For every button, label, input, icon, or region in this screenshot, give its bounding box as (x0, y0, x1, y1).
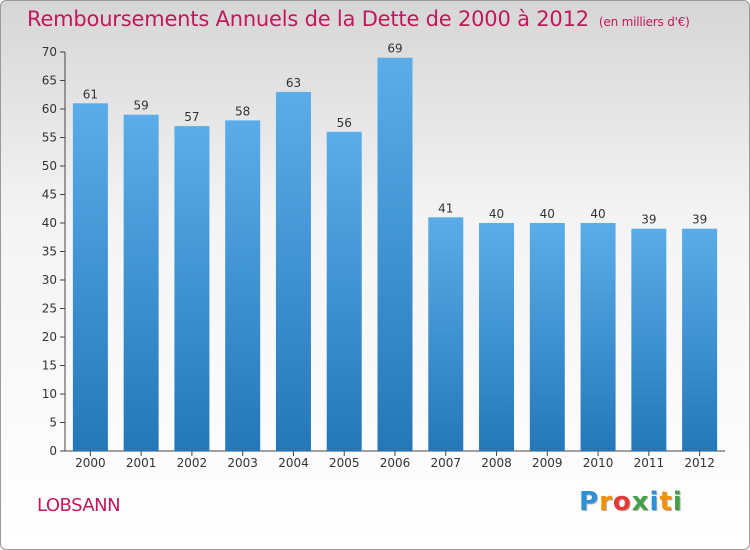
x-tick-label: 2006 (380, 456, 411, 470)
x-tick-label: 2008 (481, 456, 512, 470)
y-tick-label: 70 (42, 45, 57, 59)
logo-letter: x (631, 487, 650, 517)
y-tick-label: 40 (42, 216, 57, 230)
x-tick-label: 2007 (430, 456, 461, 470)
x-tick-label: 2000 (75, 456, 106, 470)
chart-title: Remboursements Annuels de la Dette de 20… (27, 7, 690, 31)
data-label: 56 (337, 116, 352, 130)
y-tick-label: 20 (42, 330, 57, 344)
bar (123, 114, 159, 451)
bar (275, 91, 311, 452)
logo-letter: o (612, 487, 632, 517)
data-label: 69 (387, 42, 402, 56)
data-label: 59 (134, 99, 149, 113)
x-tick-label: 2011 (634, 456, 665, 470)
data-label: 57 (184, 110, 199, 124)
logo-letter: P (579, 487, 600, 517)
y-tick-label: 50 (42, 159, 57, 173)
data-label: 41 (438, 201, 453, 215)
bar (377, 57, 413, 451)
y-tick-label: 65 (42, 74, 57, 88)
x-tick-label: 2004 (278, 456, 309, 470)
x-tick-label: 2003 (227, 456, 258, 470)
x-tick-label: 2001 (126, 456, 157, 470)
data-label: 40 (489, 207, 504, 221)
bar (174, 126, 210, 451)
y-tick-label: 15 (42, 359, 57, 373)
bar (326, 131, 362, 452)
y-tick-label: 35 (42, 245, 57, 259)
data-label: 61 (83, 87, 98, 101)
bar (580, 223, 616, 451)
logo-letter: i (649, 487, 660, 517)
x-tick-label: 2002 (177, 456, 208, 470)
y-tick-label: 30 (42, 273, 57, 287)
data-label: 58 (235, 104, 250, 118)
data-label: 63 (286, 76, 301, 90)
proxiti-logo: Proxiti (579, 487, 683, 517)
data-label: 39 (692, 213, 707, 227)
bar (72, 103, 108, 452)
x-tick-label: 2009 (532, 456, 563, 470)
labels: 2000 61 2001 59 2002 57 2003 58 2004 63 2005 56 2006… (75, 42, 715, 470)
y-tick-label: 5 (49, 416, 57, 430)
data-label: 40 (590, 207, 605, 221)
bar (682, 228, 718, 451)
y-tick-label: 55 (42, 131, 57, 145)
y-tick-label: 45 (42, 188, 57, 202)
data-label: 39 (641, 213, 656, 227)
y-tick-label: 10 (42, 387, 57, 401)
bar (428, 217, 464, 451)
title-text: Remboursements Annuels de la Dette de 20… (27, 7, 589, 31)
commune-name: LOBSANN (37, 495, 121, 516)
bar (479, 223, 515, 451)
x-tick-label: 2012 (684, 456, 715, 470)
logo-letter: r (599, 487, 613, 517)
bar (631, 228, 667, 451)
unit-label: (en milliers d'€) (598, 15, 690, 29)
logo-letter: t (659, 487, 673, 517)
data-label: 40 (540, 207, 555, 221)
y-tick-label: 0 (49, 444, 57, 458)
y-tick-label: 60 (42, 102, 57, 116)
y-tick-label: 25 (42, 302, 57, 316)
bar (529, 223, 565, 451)
x-tick-label: 2010 (583, 456, 614, 470)
x-tick-label: 2005 (329, 456, 360, 470)
bars (72, 57, 718, 452)
bar (225, 120, 261, 452)
logo-letter: i (672, 487, 683, 517)
axes: 0 5 10 15 20 25 30 35 40 45 50 55 60 65 70 (42, 45, 725, 458)
